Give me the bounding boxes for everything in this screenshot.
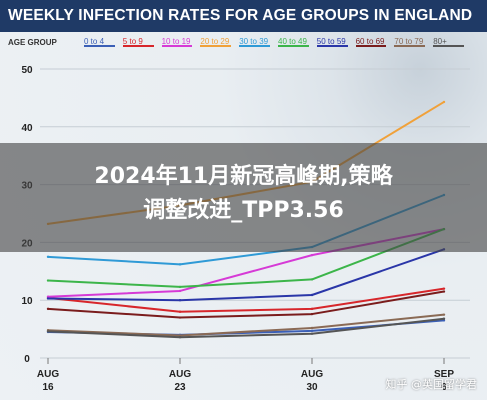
caption-overlay bbox=[0, 143, 487, 252]
legend-item-9: 80+ bbox=[433, 37, 447, 46]
legend-swatch-2 bbox=[161, 45, 193, 47]
series-9-point-1 bbox=[178, 335, 182, 339]
x-tick-label-day-1: 23 bbox=[174, 382, 186, 393]
overlay-caption-line-1: 2024年11月新冠高峰期,策略 bbox=[94, 164, 393, 189]
legend-item-5: 40 to 49 bbox=[278, 37, 307, 46]
x-tick-label-month-1: AUG bbox=[169, 369, 191, 380]
legend-item-4: 30 to 39 bbox=[239, 37, 269, 46]
x-tick-label-month-3: SEP bbox=[434, 369, 454, 380]
legend-item-7: 60 to 69 bbox=[355, 37, 385, 46]
legend-label: AGE GROUP bbox=[8, 38, 57, 47]
series-7-point-2 bbox=[310, 312, 314, 316]
series-6-point-0 bbox=[46, 297, 50, 300]
series-8-point-3 bbox=[442, 313, 446, 316]
series-line-8 bbox=[47, 313, 445, 337]
series-line-5 bbox=[47, 228, 445, 288]
overlay-caption-line-2: 调整改进_TPP3.56 bbox=[143, 198, 344, 223]
x-tick-label-day-0: 16 bbox=[42, 382, 54, 393]
series-1-point-2 bbox=[310, 307, 314, 311]
series-line-6 bbox=[47, 248, 445, 302]
y-tick-label-50: 50 bbox=[21, 65, 33, 76]
series-7-point-3 bbox=[442, 290, 446, 293]
legend-swatch-4 bbox=[239, 45, 270, 47]
series-9-point-0 bbox=[46, 330, 50, 333]
legend-item-6: 50 to 59 bbox=[316, 37, 346, 46]
legend-swatch-8 bbox=[394, 45, 426, 47]
series-5-point-0 bbox=[46, 279, 50, 282]
title-banner: WEEKLY INFECTION RATES FOR AGE GROUPS IN… bbox=[0, 0, 487, 32]
legend-swatch-6 bbox=[316, 45, 348, 47]
series-line-1 bbox=[47, 287, 445, 313]
series-1-point-3 bbox=[442, 287, 446, 290]
series-2-point-1 bbox=[178, 289, 182, 293]
series-7-point-1 bbox=[178, 316, 182, 319]
series-0-point-3 bbox=[442, 319, 446, 322]
y-tick-label-40: 40 bbox=[21, 123, 33, 134]
x-tick-label-day-3: 6 bbox=[441, 382, 447, 393]
legend-item-8: 70 to 79 bbox=[394, 37, 424, 46]
series-6-point-2 bbox=[310, 293, 314, 297]
x-tick-label-month-0: AUG bbox=[37, 369, 59, 380]
legend-swatch-5 bbox=[278, 45, 309, 47]
legend-item-0: 0 to 4 bbox=[84, 37, 105, 46]
chart-title: WEEKLY INFECTION RATES FOR AGE GROUPS IN… bbox=[8, 7, 473, 24]
series-2-point-0 bbox=[46, 295, 50, 298]
series-0-point-2 bbox=[310, 329, 314, 333]
series-3-point-3 bbox=[442, 100, 446, 104]
y-tick-label-10: 10 bbox=[21, 296, 33, 307]
x-tick-label-day-2: 30 bbox=[306, 382, 318, 393]
x-tick-label-month-2: AUG bbox=[301, 369, 323, 380]
legend-item-2: 10 to 19 bbox=[161, 37, 191, 46]
legend-item-1: 5 to 9 bbox=[122, 37, 143, 46]
y-tick-label-0: 0 bbox=[24, 354, 30, 365]
series-4-point-1 bbox=[178, 263, 182, 266]
watermark: 知乎 @英国留学君 bbox=[385, 378, 478, 391]
legend: AGE GROUP 0 to 4 5 to 9 10 to 19 20 to 29 30… bbox=[0, 34, 487, 54]
legend-swatch-3 bbox=[200, 45, 232, 47]
series-7-point-0 bbox=[46, 307, 50, 311]
series-line-9 bbox=[47, 317, 445, 339]
series-2-point-2 bbox=[310, 253, 314, 257]
series-4-point-0 bbox=[46, 255, 50, 259]
legend-swatch-0 bbox=[84, 45, 115, 47]
series-line-7 bbox=[47, 290, 445, 319]
series-9-point-2 bbox=[310, 332, 314, 335]
series-9-point-3 bbox=[442, 317, 446, 320]
legend-swatch-1 bbox=[122, 45, 154, 47]
legend-swatch-7 bbox=[355, 45, 387, 47]
overlay-caption: 2024年11月新冠高峰期,策略 调整改进_TPP3.56 bbox=[0, 160, 487, 228]
series-8-point-2 bbox=[310, 326, 314, 330]
series-1-point-1 bbox=[178, 310, 182, 313]
series-5-point-1 bbox=[178, 285, 182, 289]
series-5-point-2 bbox=[310, 278, 314, 281]
series-8-point-1 bbox=[178, 334, 182, 337]
series-6-point-1 bbox=[178, 299, 182, 302]
legend-swatch-9 bbox=[433, 45, 464, 47]
legend-item-3: 20 to 29 bbox=[200, 37, 230, 46]
